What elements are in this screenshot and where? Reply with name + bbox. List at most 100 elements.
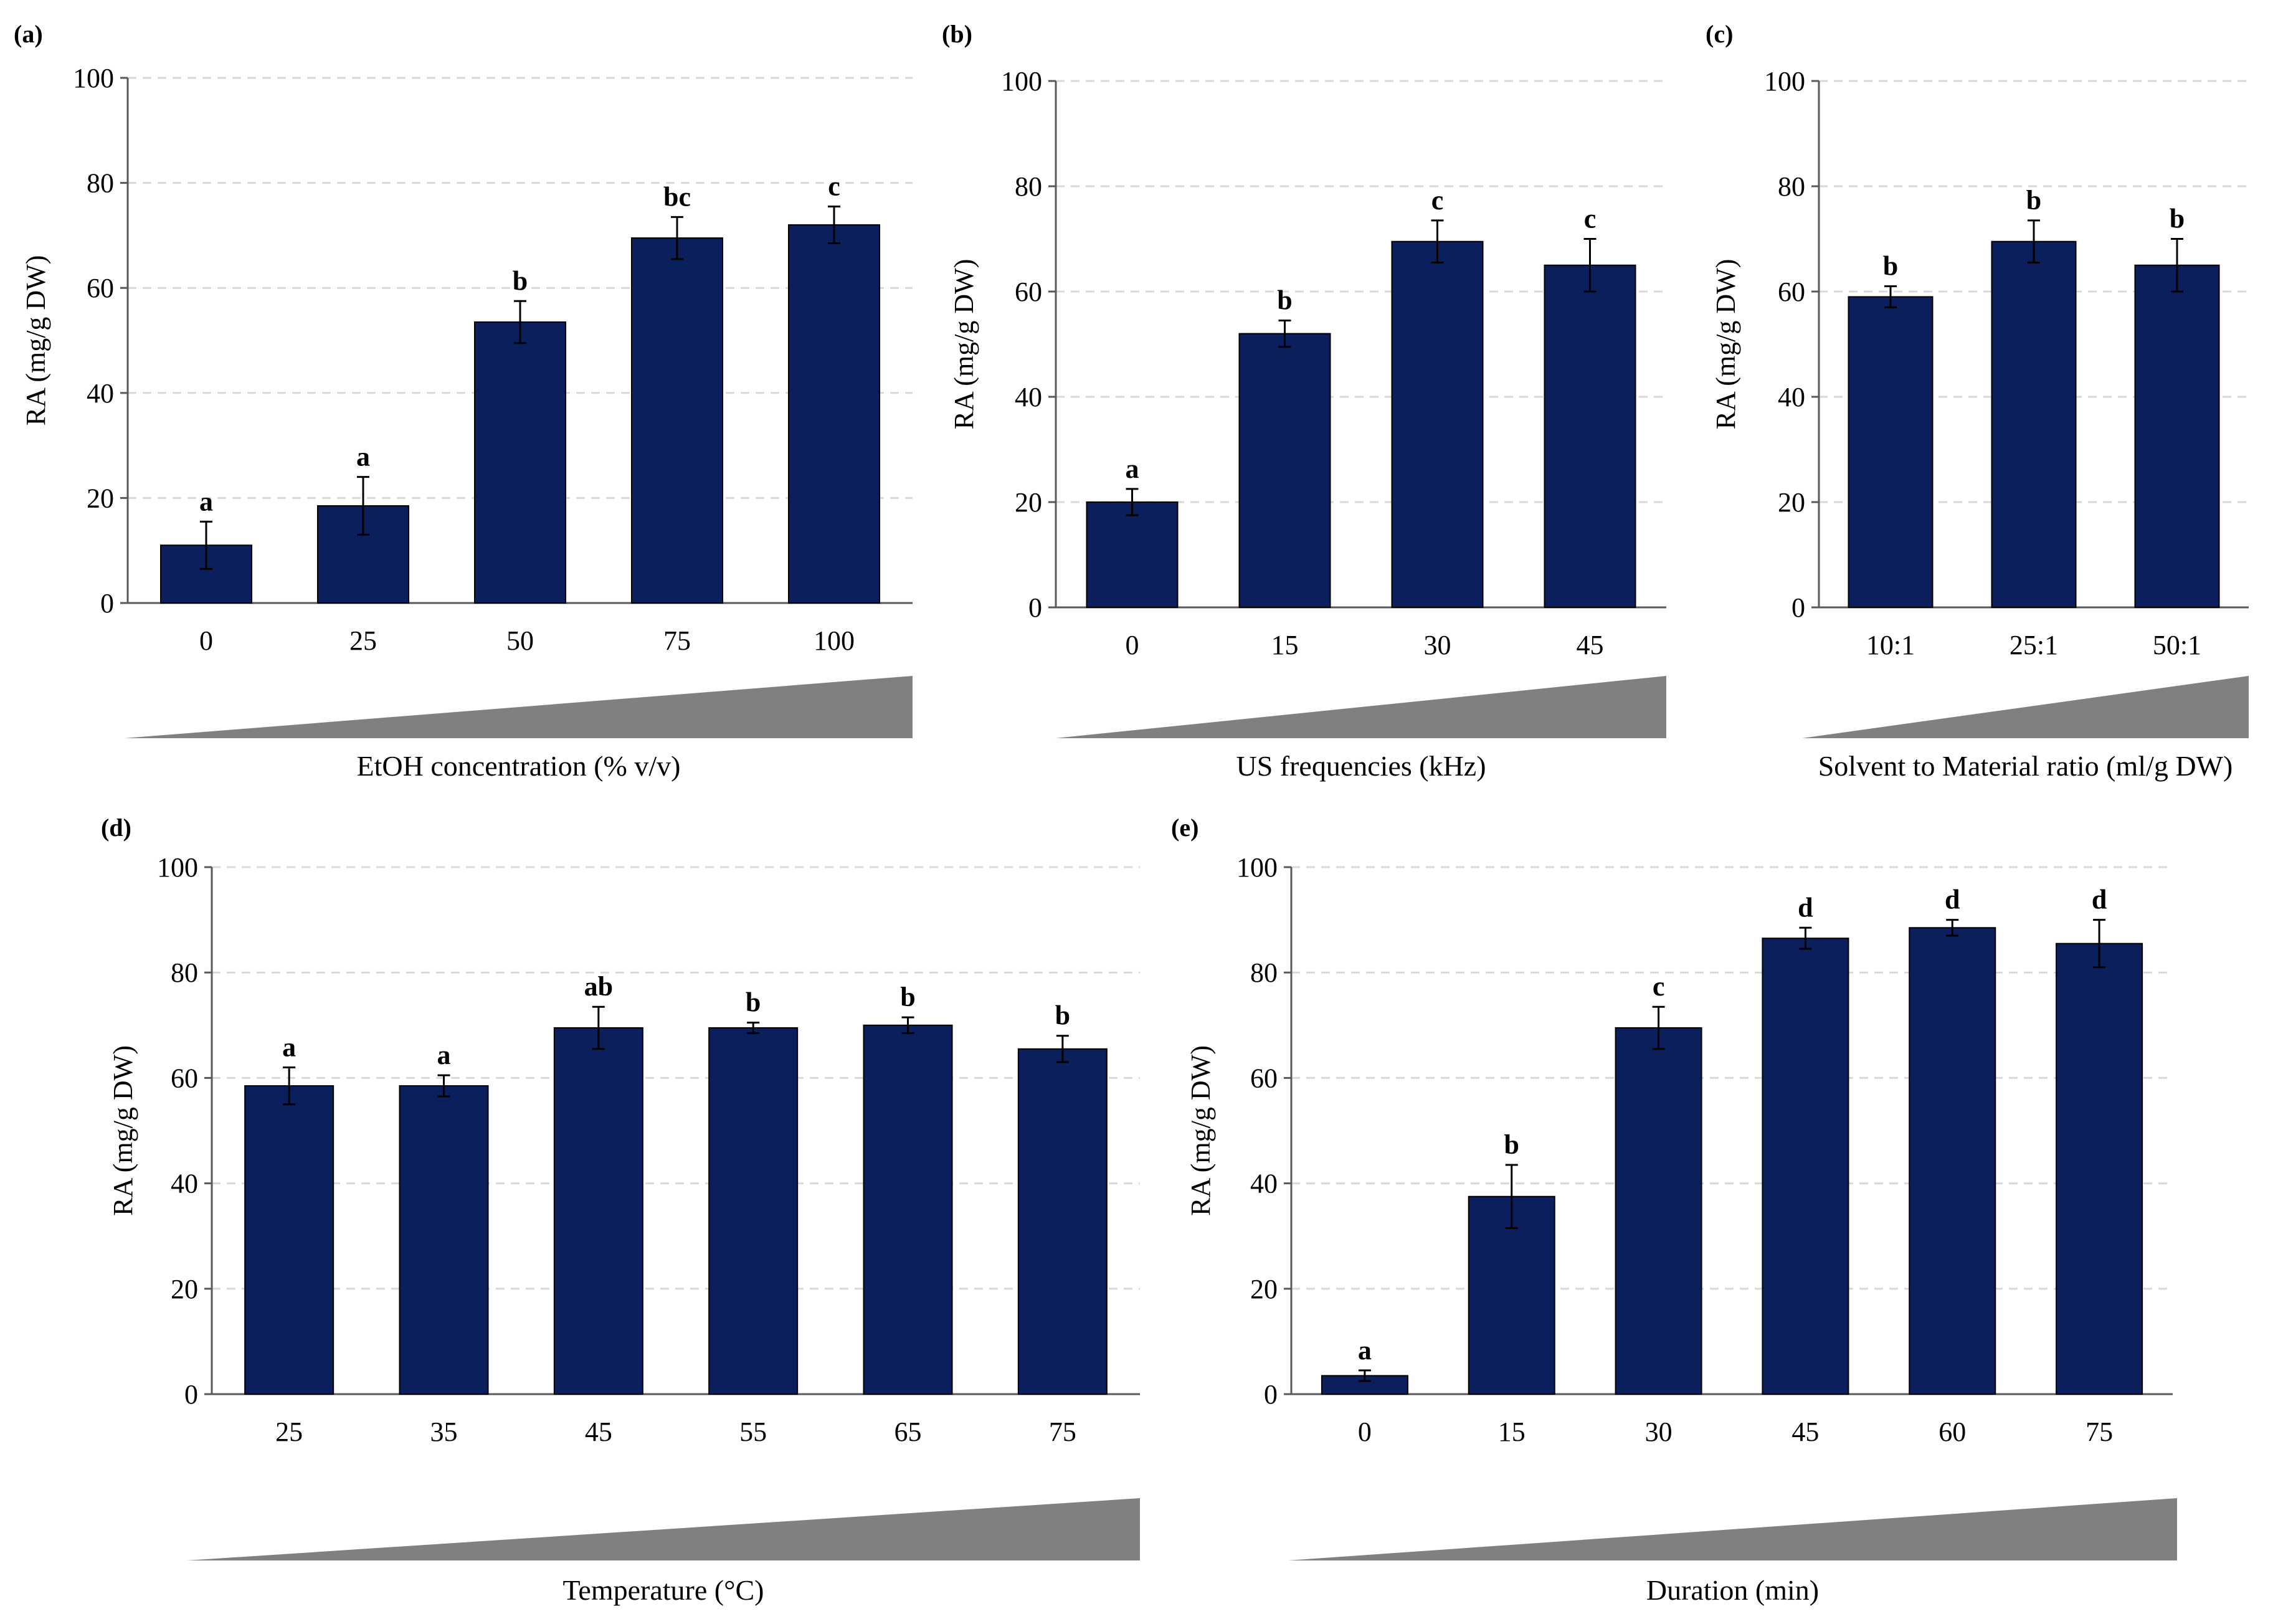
significance-label: d xyxy=(1945,885,1960,915)
significance-label: c xyxy=(1584,204,1597,234)
y-tick-label: 20 xyxy=(1015,487,1042,518)
y-tick-label: 60 xyxy=(1778,277,1805,307)
x-tick-label: 45 xyxy=(1577,630,1604,660)
significance-label: a xyxy=(1126,453,1139,484)
x-tick-label: 100 xyxy=(814,625,855,656)
y-tick-label: 60 xyxy=(1015,277,1042,307)
y-tick-label: 100 xyxy=(1764,66,1805,97)
y-tick-label: 80 xyxy=(171,957,198,988)
chart-panel-e: (e) 0 20 40 60 80 100 RA (mg/g DW) a 0 b 15 c 30 d 45 d 6… xyxy=(1171,814,2177,1606)
y-tick-label: 40 xyxy=(1250,1169,1278,1199)
significance-label: b xyxy=(513,265,528,296)
y-tick-label: 60 xyxy=(1250,1063,1278,1093)
x-tick-label: 25 xyxy=(349,625,377,656)
gradient-wedge xyxy=(125,676,913,738)
panel-label: (e) xyxy=(1171,814,1198,842)
y-tick-label: 60 xyxy=(87,273,114,303)
y-axis-label: RA (mg/g DW) xyxy=(21,255,51,426)
bar xyxy=(1017,1048,1108,1395)
significance-label: b xyxy=(2170,204,2185,234)
bar xyxy=(1544,264,1636,608)
bar xyxy=(1468,1195,1555,1395)
y-tick-label: 0 xyxy=(1028,592,1042,623)
x-tick-label: 10:1 xyxy=(1866,630,1915,660)
y-tick-label: 60 xyxy=(171,1063,198,1093)
significance-label: b xyxy=(1055,1000,1070,1031)
panel-label: (a) xyxy=(14,20,43,48)
bar xyxy=(1238,333,1331,608)
x-tick-label: 60 xyxy=(1938,1417,1966,1447)
bar xyxy=(1086,501,1179,608)
x-tick-label: 0 xyxy=(1358,1417,1372,1447)
bar xyxy=(244,1085,335,1395)
bar xyxy=(1909,927,1996,1395)
significance-label: ab xyxy=(584,971,613,1002)
bar xyxy=(708,1027,799,1395)
y-tick-label: 20 xyxy=(87,483,114,513)
bar xyxy=(788,224,880,604)
bar xyxy=(1615,1027,1702,1395)
x-axis-label: US frequencies (kHz) xyxy=(1236,750,1486,782)
x-tick-label: 25 xyxy=(275,1417,303,1447)
significance-label: b xyxy=(2026,185,2041,216)
significance-label: b xyxy=(1883,251,1898,282)
significance-label: d xyxy=(2092,885,2107,915)
x-axis-label: EtOH concentration (% v/v) xyxy=(357,750,681,782)
significance-label: b xyxy=(1504,1129,1519,1160)
bar xyxy=(631,237,723,604)
significance-label: b xyxy=(746,987,761,1018)
bar xyxy=(1991,240,2077,609)
y-tick-label: 20 xyxy=(1250,1274,1278,1304)
significance-label: c xyxy=(828,171,840,202)
x-axis-label: Duration (min) xyxy=(1646,1574,1819,1606)
significance-label: a xyxy=(356,442,370,472)
x-tick-label: 75 xyxy=(2086,1417,2113,1447)
x-tick-label: 75 xyxy=(663,625,691,656)
x-tick-label: 30 xyxy=(1424,630,1451,660)
significance-label: a xyxy=(1358,1335,1372,1365)
gradient-wedge xyxy=(1288,1498,2177,1560)
y-tick-label: 80 xyxy=(1250,957,1278,988)
y-tick-label: 0 xyxy=(1264,1379,1278,1410)
chart-panel-b: (b) 0 20 40 60 80 100 RA (mg/g DW) a 0 b 15 c 30 c 45 US… xyxy=(942,20,1666,782)
significance-label: a xyxy=(282,1032,296,1062)
significance-label: d xyxy=(1798,892,1813,923)
x-tick-label: 55 xyxy=(739,1417,767,1447)
y-tick-label: 80 xyxy=(1778,171,1805,202)
x-tick-label: 0 xyxy=(1126,630,1139,660)
y-tick-label: 40 xyxy=(171,1169,198,1199)
significance-label: a xyxy=(199,486,213,516)
y-tick-label: 0 xyxy=(184,1379,198,1410)
y-axis-label: RA (mg/g DW) xyxy=(1711,259,1741,430)
gradient-wedge xyxy=(1056,676,1666,738)
y-tick-label: 20 xyxy=(171,1274,198,1304)
bar xyxy=(1762,938,1849,1395)
y-tick-label: 100 xyxy=(73,63,114,93)
y-tick-label: 40 xyxy=(1778,382,1805,412)
x-tick-label: 75 xyxy=(1049,1417,1076,1447)
x-tick-label: 50:1 xyxy=(2153,630,2201,660)
panel-label: (c) xyxy=(1706,20,1733,48)
gradient-wedge xyxy=(1802,676,2249,738)
x-tick-label: 25:1 xyxy=(2010,630,2058,660)
chart-panel-d: (d) 0 20 40 60 80 100 RA (mg/g DW) a 25 a 35 ab 45 b 55… xyxy=(101,814,1140,1606)
chart-panel-a: (a) 0 20 40 60 80 100 RA (mg/g DW) a 0 a 25 b 50 bc 75 c… xyxy=(14,20,913,782)
x-tick-label: 0 xyxy=(199,625,213,656)
panel-label: (d) xyxy=(101,814,131,842)
x-tick-label: 65 xyxy=(894,1417,922,1447)
y-tick-label: 40 xyxy=(1015,382,1042,412)
y-tick-label: 100 xyxy=(1001,66,1042,97)
chart-panel-c: (c) 0 20 40 60 80 100 RA (mg/g DW) b 10:1 b 25:1 b 50… xyxy=(1706,20,2249,782)
bar xyxy=(553,1027,643,1395)
x-axis-label: Temperature (°C) xyxy=(563,1574,764,1606)
bar xyxy=(863,1024,953,1395)
bar xyxy=(474,321,566,604)
x-tick-label: 15 xyxy=(1271,630,1299,660)
y-axis-label: RA (mg/g DW) xyxy=(108,1045,138,1216)
significance-label: c xyxy=(1431,185,1444,216)
y-tick-label: 80 xyxy=(87,168,114,199)
y-axis-label: RA (mg/g DW) xyxy=(949,259,979,430)
x-tick-label: 50 xyxy=(506,625,534,656)
x-tick-label: 45 xyxy=(585,1417,612,1447)
